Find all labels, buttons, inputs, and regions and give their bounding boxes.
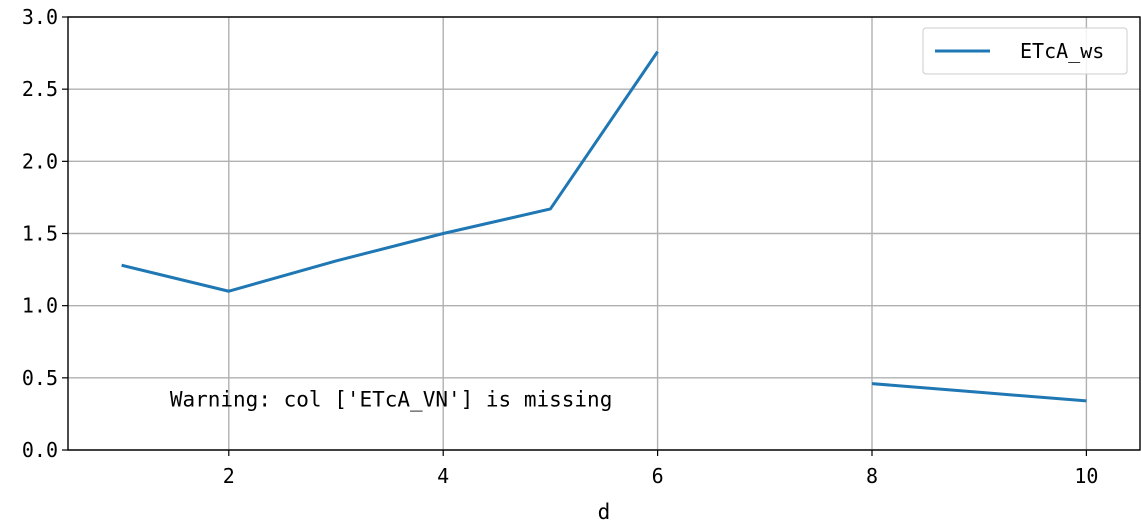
series-line-segment bbox=[121, 50, 659, 293]
y-tick-label: 1.0 bbox=[22, 294, 58, 318]
annotation-text: Warning: col ['ETcA_VN'] is missing bbox=[170, 388, 613, 412]
y-tick-label: 1.5 bbox=[22, 222, 58, 246]
x-axis-label: d bbox=[598, 500, 611, 523]
x-tick-label: 6 bbox=[652, 464, 664, 488]
y-tick-label: 0.0 bbox=[22, 438, 58, 462]
y-tick-label: 2.0 bbox=[22, 149, 58, 173]
x-tick-label: 4 bbox=[437, 464, 449, 488]
x-tick-label: 10 bbox=[1074, 464, 1098, 488]
series-line-segment bbox=[871, 382, 1087, 403]
axis-ticks: 2 4 6 8 10 0.0 0.5 1.0 1.5 2.0 2.5 3.0 bbox=[22, 5, 1099, 488]
x-tick-label: 8 bbox=[866, 464, 878, 488]
legend: ETcA_ws bbox=[922, 27, 1128, 75]
series-layer bbox=[121, 50, 1087, 403]
y-tick-label: 0.5 bbox=[22, 366, 58, 390]
legend-box bbox=[922, 27, 1128, 75]
grid-lines bbox=[68, 16, 1140, 451]
y-tick-label: 3.0 bbox=[22, 5, 58, 29]
legend-entry-label: ETcA_ws bbox=[1020, 39, 1104, 63]
y-tick-label: 2.5 bbox=[22, 77, 58, 101]
x-tick-label: 2 bbox=[223, 464, 235, 488]
annotations: Warning: col ['ETcA_VN'] is missing bbox=[170, 388, 613, 412]
